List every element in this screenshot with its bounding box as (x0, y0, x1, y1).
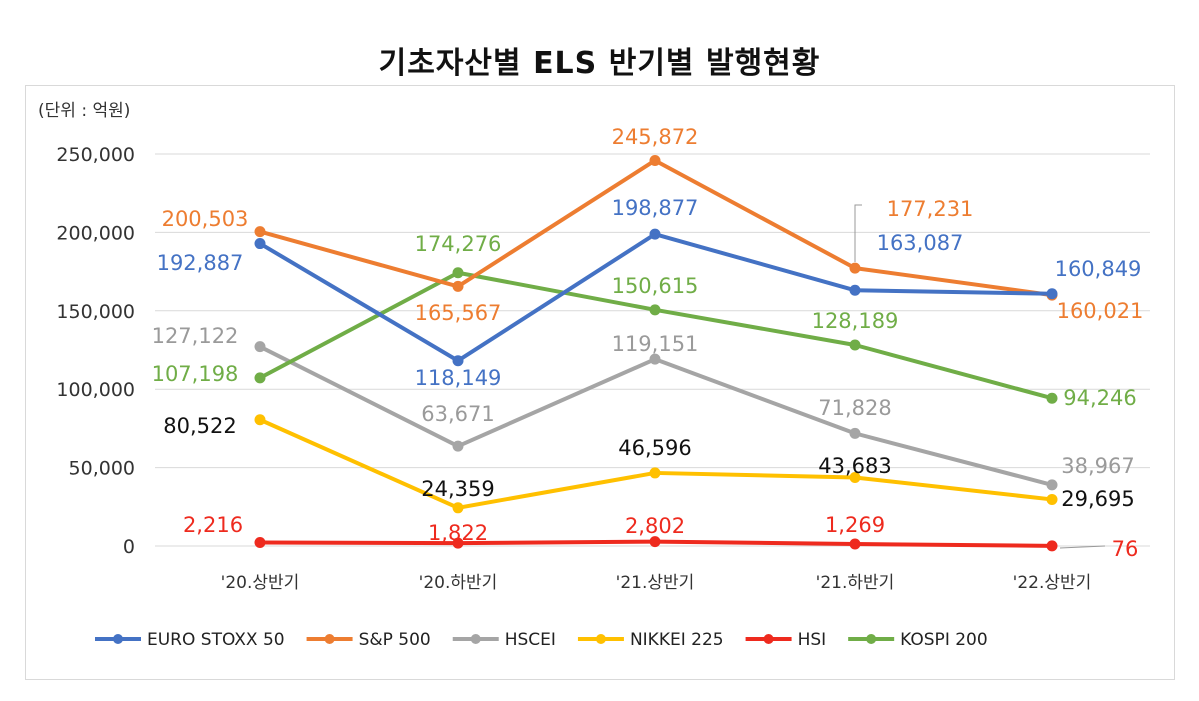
y-tick-label: 250,000 (56, 144, 135, 166)
data-label: 38,967 (1061, 454, 1134, 478)
legend-label: S&P 500 (359, 630, 431, 650)
data-point (452, 537, 464, 549)
data-point (849, 538, 861, 550)
data-label: 2,802 (625, 514, 685, 538)
data-label: 127,122 (152, 324, 239, 348)
data-point (1046, 392, 1058, 404)
legend-marker (763, 634, 774, 644)
unit-label: (단위 : 억원) (38, 101, 131, 121)
data-point (649, 304, 661, 316)
data-label: 94,246 (1063, 386, 1136, 410)
data-label: 119,151 (612, 332, 699, 356)
y-tick-label: 200,000 (56, 222, 135, 244)
data-label: 43,683 (818, 454, 891, 478)
data-label: 128,189 (812, 309, 899, 333)
series-line-nikkei-225 (259, 417, 1053, 510)
data-label: 198,877 (612, 196, 699, 220)
data-label: 192,887 (157, 251, 244, 275)
leader-line (1059, 545, 1106, 549)
data-label: 160,849 (1055, 257, 1142, 281)
data-label: 76 (1112, 537, 1139, 561)
data-label: 2,216 (183, 513, 243, 537)
data-point (1046, 493, 1058, 505)
data-label: 1,822 (428, 521, 488, 545)
data-point (649, 353, 661, 365)
data-label: 177,231 (887, 197, 974, 221)
legend-marker (470, 634, 481, 644)
data-label: 200,503 (162, 207, 249, 231)
data-point (649, 154, 661, 166)
legend-label: KOSPI 200 (900, 630, 988, 650)
data-label: 63,671 (421, 402, 494, 426)
data-point (254, 414, 266, 426)
x-tick-label: '21.하반기 (816, 573, 895, 593)
y-tick-label: 150,000 (56, 301, 135, 323)
x-tick-label: '20.상반기 (221, 573, 300, 593)
legend-marker (324, 634, 335, 644)
legend-label: EURO STOXX 50 (147, 630, 285, 650)
data-point (849, 339, 861, 351)
x-tick-label: '22.상반기 (1013, 573, 1092, 593)
y-tick-label: 50,000 (69, 458, 135, 480)
data-label: 1,269 (825, 513, 885, 537)
data-point (649, 467, 661, 479)
data-label: 245,872 (612, 125, 699, 149)
data-label: 71,828 (818, 396, 891, 420)
data-point (254, 341, 266, 353)
data-label: 46,596 (618, 436, 691, 460)
data-point (452, 280, 464, 292)
y-tick-label: 0 (123, 536, 135, 558)
data-label: 29,695 (1061, 487, 1134, 511)
data-point (849, 427, 861, 439)
legend-marker (595, 634, 606, 644)
data-point (849, 472, 861, 484)
data-label: 165,567 (415, 301, 502, 325)
leader-line (854, 204, 862, 262)
data-point (254, 537, 266, 549)
data-label: 174,276 (415, 232, 502, 256)
x-tick-label: '21.상반기 (616, 573, 695, 593)
data-point (254, 238, 266, 250)
legend-label: HSI (798, 630, 827, 650)
data-point (1046, 540, 1058, 552)
data-label: 80,522 (163, 414, 236, 438)
legend-marker (113, 634, 123, 644)
x-tick-label: '20.하반기 (419, 573, 498, 593)
chart-title: 기초자산별 ELS 반기별 발행현황 (378, 46, 821, 81)
data-point (452, 267, 464, 279)
data-label: 160,021 (1057, 299, 1144, 323)
legend-label: NIKKEI 225 (630, 630, 724, 650)
data-point (849, 262, 861, 274)
data-point (452, 502, 464, 514)
data-point (452, 355, 464, 367)
data-point (452, 440, 464, 452)
data-point (849, 284, 861, 296)
data-label: 118,149 (415, 366, 502, 390)
data-label: 107,198 (152, 362, 239, 386)
chart-frame (25, 85, 1175, 680)
data-point (649, 228, 661, 240)
data-label: 163,087 (877, 231, 964, 255)
data-point (254, 226, 266, 238)
y-tick-label: 100,000 (56, 379, 135, 401)
legend-label: HSCEI (505, 630, 556, 650)
data-label: 150,615 (612, 274, 699, 298)
data-point (1046, 288, 1058, 300)
legend-marker (866, 634, 877, 644)
data-point (649, 536, 661, 548)
data-point (1046, 479, 1058, 491)
data-point (254, 372, 266, 384)
data-label: 24,359 (421, 477, 494, 501)
